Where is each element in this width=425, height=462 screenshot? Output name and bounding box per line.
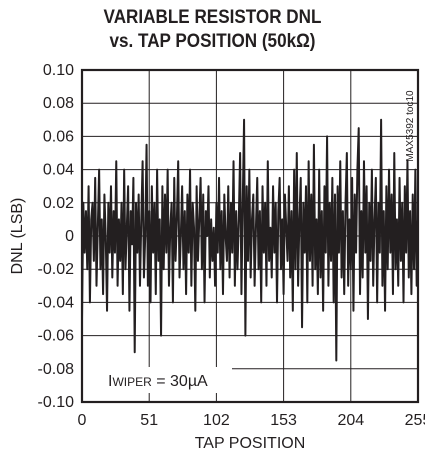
- y-tick-label: 0.06: [43, 128, 74, 145]
- x-tick-label: 255: [405, 412, 425, 429]
- y-tick-label: -0.08: [38, 361, 75, 378]
- annotation-symbol: I: [108, 373, 113, 390]
- x-tick-label: 153: [270, 412, 297, 429]
- x-tick-labels: 0 51 102 153 204 255: [78, 412, 425, 429]
- chart-title-line1: VARIABLE RESISTOR DNL: [103, 7, 322, 28]
- series-line-0: [81, 118, 419, 362]
- wiper-current-annotation: IWIPER = 30µA: [108, 370, 208, 394]
- y-tick-label: 0.08: [43, 95, 74, 112]
- x-tick-label: 51: [140, 412, 158, 429]
- side-label: MAX5392 toc10: [405, 90, 416, 162]
- chart-title-line2: vs. TAP POSITION (50kΩ): [109, 31, 316, 52]
- x-tick-label: 0: [78, 412, 87, 429]
- y-tick-label: 0.10: [43, 62, 74, 79]
- y-tick-label: -0.04: [38, 294, 75, 311]
- y-axis-label: DNL (LSB): [9, 198, 26, 275]
- y-tick-label: -0.06: [38, 328, 75, 345]
- annotation-background: [82, 367, 232, 393]
- y-tick-label: -0.10: [38, 394, 75, 411]
- data-series: [81, 118, 419, 362]
- x-tick-label: 204: [337, 412, 364, 429]
- annotation-value: = 30µA: [151, 373, 208, 390]
- y-tick-label: 0.04: [43, 162, 74, 179]
- x-tick-label: 102: [203, 412, 230, 429]
- chart-title: VARIABLE RESISTOR DNL vs. TAP POSITION (…: [21, 6, 404, 54]
- plot-frame: [80, 68, 420, 404]
- x-axis-label: TAP POSITION: [195, 435, 306, 452]
- y-tick-labels: 0.10 0.08 0.06 0.04 0.02 0 -0.02 -0.04 -0.06 -0.0…: [38, 62, 75, 411]
- y-tick-label: 0: [65, 228, 74, 245]
- y-tick-label: -0.02: [38, 261, 75, 278]
- y-tick-label: 0.02: [43, 195, 74, 212]
- annotation-subscript: WIPER: [112, 375, 152, 389]
